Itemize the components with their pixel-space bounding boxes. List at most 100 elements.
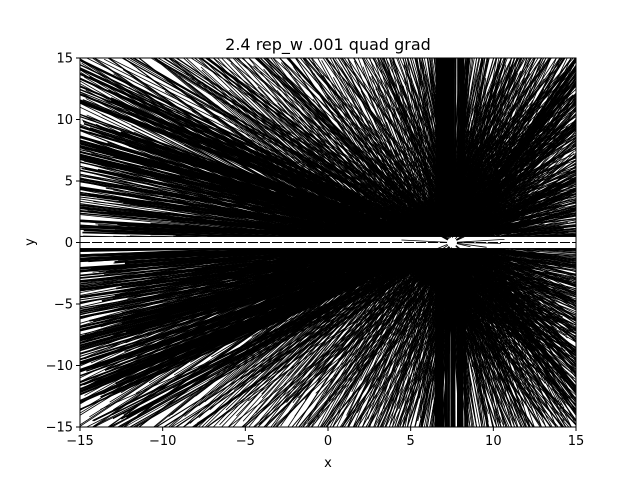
field-vector (451, 240, 576, 390)
field-vector (450, 58, 552, 242)
field-vector (450, 107, 576, 244)
x-tick-label: −15 (66, 434, 93, 449)
field-vector (453, 243, 531, 427)
field-vector (111, 244, 450, 340)
field-vector (414, 212, 453, 243)
field-vector (225, 58, 451, 243)
field-vector (88, 193, 450, 245)
field-vector (320, 241, 453, 427)
field-vector (453, 94, 576, 243)
field-vector (452, 241, 576, 384)
field-vector (89, 160, 456, 244)
field-vector (291, 240, 453, 427)
field-vector (80, 169, 450, 246)
field-vector (297, 243, 452, 427)
field-vector (80, 72, 456, 243)
field-vector (414, 242, 453, 259)
field-vector (80, 113, 452, 246)
field-vector (452, 196, 576, 243)
field-vector (449, 99, 576, 243)
field-vector (80, 242, 451, 329)
field-vector (450, 242, 576, 332)
field-vector (451, 240, 576, 388)
field-vector (80, 244, 455, 310)
x-axis-label: x (324, 456, 332, 471)
field-vector (452, 59, 576, 243)
field-vector (80, 242, 455, 269)
field-vector (92, 241, 452, 422)
field-vector (80, 146, 450, 247)
field-vector (450, 241, 576, 412)
field-vector (452, 128, 576, 245)
field-vector (90, 143, 454, 245)
field-vector (453, 58, 536, 241)
field-vector (80, 244, 450, 403)
field-vector (450, 242, 576, 358)
field-vector (80, 241, 454, 283)
field-vector (452, 205, 576, 241)
field-vector (450, 244, 576, 288)
field-vector (133, 243, 453, 427)
field-vector (453, 214, 576, 242)
y-axis: −15 −10 −5 0 5 10 15 (46, 52, 80, 436)
field-vector (453, 149, 576, 243)
field-vector (451, 188, 576, 243)
field-vector (265, 241, 451, 427)
field-vector (175, 58, 452, 244)
y-tick-label: 15 (56, 52, 73, 67)
field-vector (80, 244, 451, 411)
x-tick-label: 10 (485, 434, 502, 449)
field-vector (451, 214, 503, 243)
field-vector (452, 242, 576, 293)
field-vector (451, 208, 504, 243)
field-vector (198, 58, 454, 242)
x-tick-label: 15 (568, 434, 585, 449)
field-vector (80, 93, 455, 243)
field-vector (162, 243, 452, 427)
field-vector (426, 242, 453, 296)
field-vector (428, 206, 453, 243)
field-vector (80, 165, 454, 246)
field-vector (452, 58, 562, 245)
field-vector (450, 173, 576, 243)
field-vector (401, 239, 453, 243)
field-vector (80, 241, 450, 298)
field-vector (425, 242, 453, 285)
field-vector (452, 243, 576, 319)
y-axis-label: y (23, 238, 38, 246)
field-vector (117, 115, 452, 242)
field-vector (449, 155, 576, 244)
field-vector (325, 130, 576, 427)
field-vector (451, 240, 576, 287)
field-vector (300, 244, 452, 427)
field-vector (453, 58, 528, 243)
field-vector (324, 58, 454, 243)
field-vector (128, 243, 452, 427)
singularity-point (447, 237, 457, 248)
field-vector (451, 242, 487, 248)
y-tick-label: −15 (46, 421, 73, 436)
field-vector (450, 212, 576, 242)
field-vector (452, 121, 576, 244)
field-vector (322, 243, 453, 427)
field-vector (287, 58, 453, 244)
field-vector (452, 240, 576, 360)
field-vector (452, 240, 576, 283)
field-vector (450, 241, 576, 303)
chart-title: 2.4 rep_w .001 quad grad (225, 35, 431, 55)
field-vector (396, 64, 543, 427)
field-vector (451, 192, 497, 243)
field-vector (341, 241, 453, 427)
field-vector (263, 243, 453, 427)
field-vector (451, 242, 501, 244)
field-vector (363, 58, 576, 391)
field-vector (361, 112, 548, 427)
field-vector (332, 58, 528, 326)
field-vector (340, 58, 576, 367)
y-tick-label: 10 (56, 113, 73, 128)
field-vector (355, 242, 451, 427)
field-vector (262, 58, 453, 242)
x-tick-label: 5 (407, 434, 415, 449)
